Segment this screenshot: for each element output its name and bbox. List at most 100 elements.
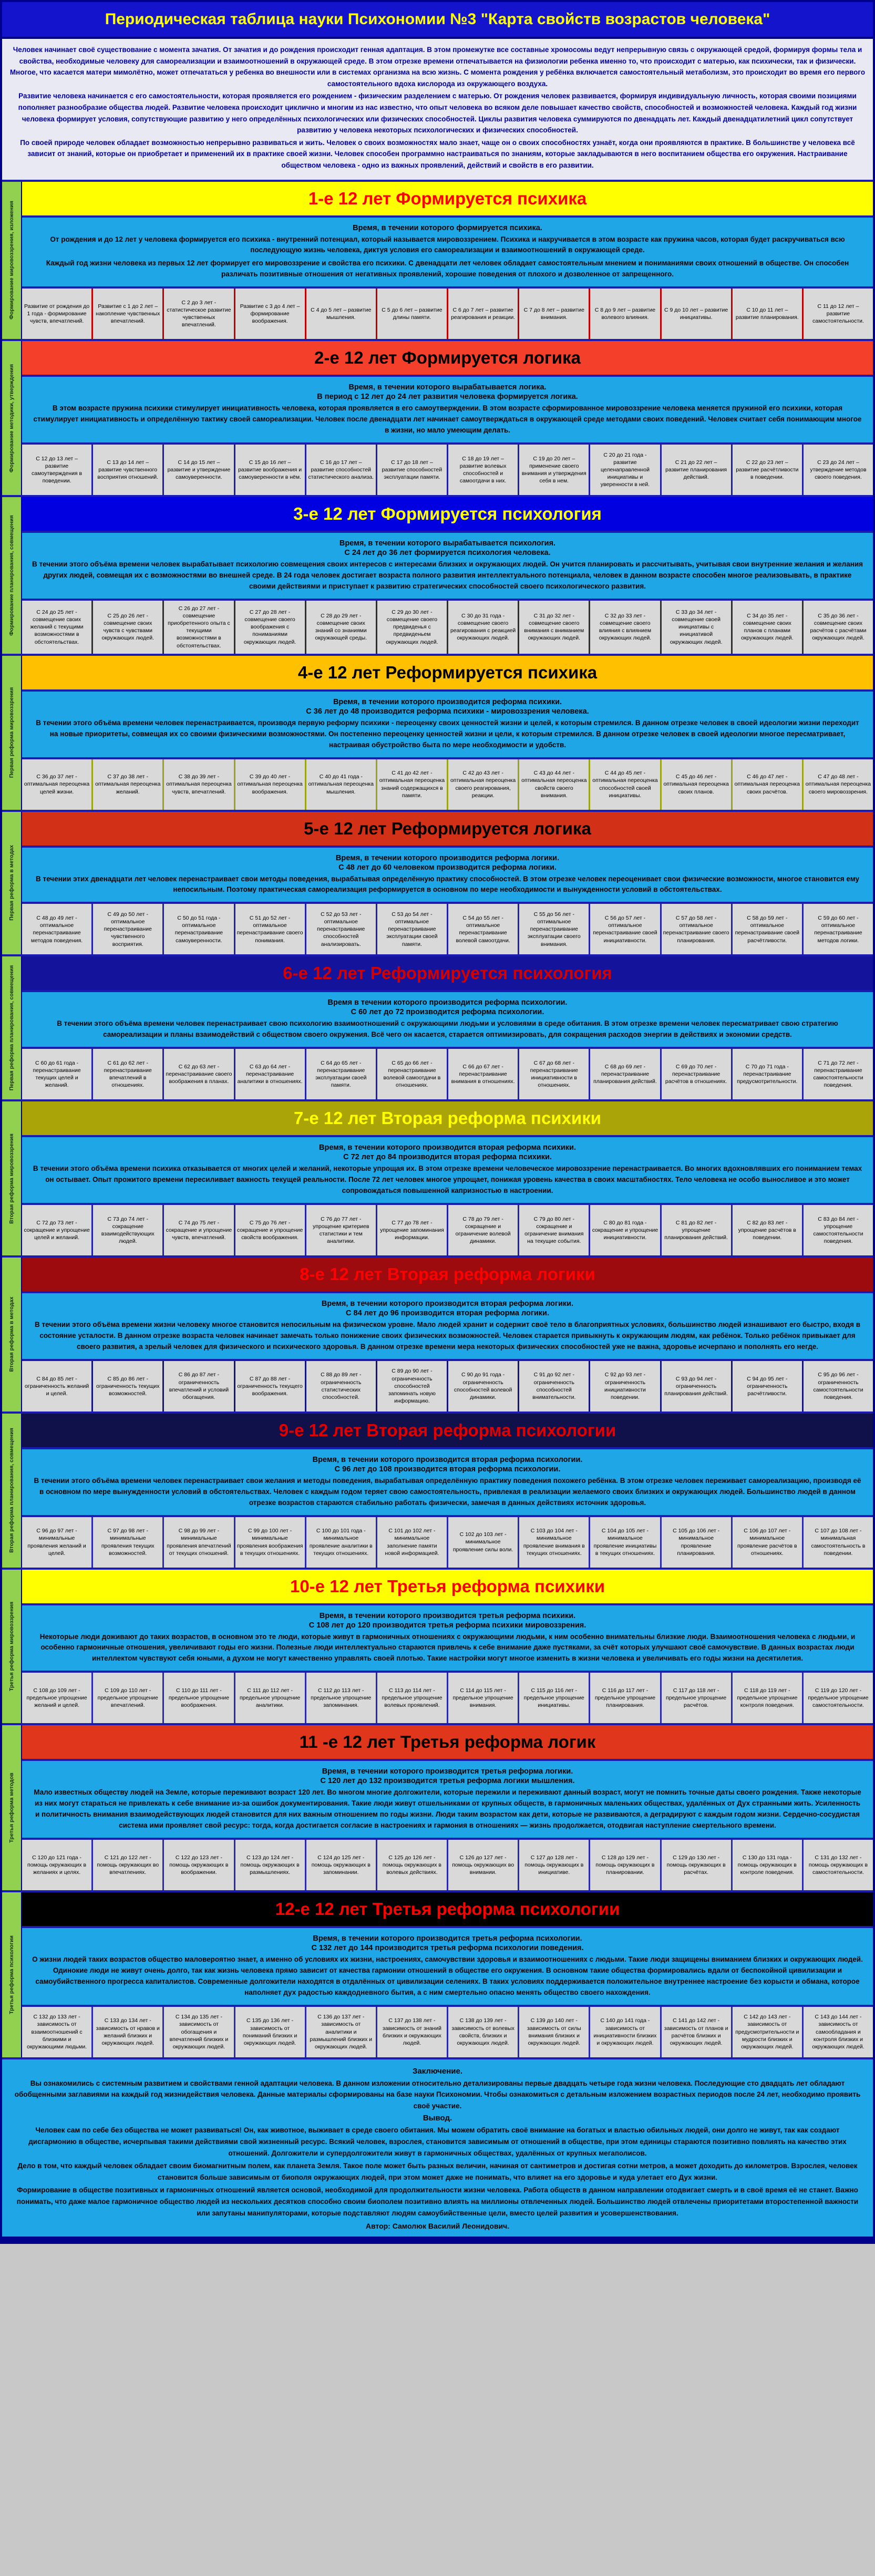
year-cell: С 74 до 75 лет - сокращение и упрощение … [162,1205,234,1255]
section-bold-line: С 108 лет до 120 производится третья реф… [308,1621,586,1630]
section-bold-line: С 96 лет до 108 производится вторая рефо… [334,1465,561,1474]
year-cell: С 104 до 105 лет - минимальное проявлени… [589,1517,660,1568]
conclusion-paragraph: Дело в том, что каждый человек обладает … [17,2162,858,2181]
section-title-band: 7-е 12 лет Вторая реформа психики [22,1101,873,1138]
year-cell: С 115 до 116 лет - предельное упрощение … [518,1673,589,1724]
section-body: Время, в течении которого производится р… [22,691,873,757]
year-cell: С 93 до 94 лет - ограниченность планиров… [660,1361,731,1411]
section-main: 2-е 12 лет Формируется логика Время, в т… [22,341,873,495]
year-cell: С 133 до 134 лет - зависимость от нравов… [91,2006,163,2057]
year-cell: С 125 до 126 лет - помощь окружающих в в… [375,1839,447,1890]
section-bold-line: С 132 лет до 144 производится третья реф… [311,1943,584,1952]
year-cell: С 13 до 14 лет – развитие чувственного в… [91,444,163,495]
age-period-section: Вторая реформа планирования, совмещения … [2,1411,873,1568]
year-cell: С 94 до 95 лет - ограниченность расчётли… [730,1361,802,1411]
year-cell: С 34 до 35 лет - совмещение своих планов… [730,600,802,654]
year-cell: С 123 до 124 лет - помощь окружающих в р… [233,1839,305,1890]
year-cell: С 46 до 47 лет - оптимальная переоценка … [730,759,802,810]
section-main: 7-е 12 лет Вторая реформа психики Время,… [22,1101,873,1255]
age-period-section: Первая реформа в методах 5-е 12 лет Рефо… [2,809,873,955]
year-cell: С 55 до 56 лет - оптимальное перенастраи… [518,904,589,955]
age-period-section: Вторая реформа в методах 8-е 12 лет Втор… [2,1255,873,1411]
age-period-section: Вторая реформа мировоззрения 7-е 12 лет … [2,1099,873,1255]
year-cell: С 107 до 108 лет - минимальная самостоят… [801,1517,873,1568]
section-main: 11 -е 12 лет Третья реформа логик Время,… [22,1725,873,1890]
year-cells-row: С 12 до 13 лет – развитие самоутверждени… [22,442,873,495]
intro-paragraph: Развитие человека начинается с его самос… [18,92,857,135]
year-cell: С 132 до 133 лет - зависимость от взаимо… [22,2006,92,2057]
year-cell: С 65 до 66 лет - перенастраивание волево… [375,1049,447,1100]
year-cell: С 111 до 112 лет - предельное упрощение … [233,1673,305,1724]
year-cells-row: Развитие от рождения до 1 года - формиро… [22,286,873,339]
section-body: Время, в течении которого вырабатывается… [22,377,873,442]
year-cell: С 39 до 40 лет - оптимальная переоценка … [233,759,305,810]
section-bold-line: Время, в течении которого производится р… [335,853,560,862]
section-bold-line: С 60 лет до 72 производится реформа псих… [351,1008,544,1017]
side-label-strip: Третья реформа мировоззрения [2,1569,22,1724]
side-label-strip: Вторая реформа мировоззрения [2,1101,22,1255]
year-cell: С 59 до 60 лет - оптимальное перенастраи… [801,904,873,955]
year-cells-row: С 48 до 49 лет - оптимальное перенастраи… [22,902,873,955]
year-cell: Развитие с 3 до 4 лет – формирование воо… [233,288,305,339]
side-label: Формирование методики, утверждения [8,364,15,472]
year-cell: С 20 до 21 года - развитие целенаправлен… [589,444,660,495]
year-cell: С 139 до 140 лет - зависимость от силы в… [518,2006,589,2057]
section-body: Время, в течении которого производится т… [22,1928,873,2005]
year-cell: С 50 до 51 года - оптимальное перенастра… [162,904,234,955]
year-cell: С 60 до 61 года - перенастраивание текущ… [22,1049,92,1100]
section-body: Время, в течении которого производится в… [22,1449,873,1515]
year-cell: С 112 до 113 лет - предельное упрощение … [304,1673,376,1724]
section-title: 3-е 12 лет Формируется психология [293,503,602,523]
year-cell: С 29 до 30 лет - совмещение своего предв… [375,600,447,654]
year-cell: С 24 до 25 лет - совмещение своих желани… [22,600,92,654]
side-label: Вторая реформа в методах [8,1296,15,1372]
year-cell: С 118 до 119 лет - предельное упрощение … [730,1673,802,1724]
year-cell: С 119 до 120 лет - предельное упрощение … [801,1673,873,1724]
year-cell: С 44 до 45 лет - оптимальная переоценка … [589,759,660,810]
section-title: 6-е 12 лет Реформируется психология [283,963,612,983]
year-cell: С 16 до 17 лет – развитие способностей с… [304,444,376,495]
side-label: Формирование планирования, совмещения [8,515,15,636]
psychonomy-table-page: Периодическая таблица науки Психономии №… [0,0,875,2244]
year-cell: С 103 до 104 лет - минимальное проявлени… [518,1517,589,1568]
section-paragraph: В течении этого объёма времени жизни чел… [34,1321,861,1351]
year-cell: С 114 до 115 лет - предельное упрощение … [447,1673,518,1724]
section-paragraph: От рождения и до 12 лет у человека форми… [50,235,845,254]
year-cell: С 101 до 102 лет - минимальное заполнени… [375,1517,447,1568]
year-cell: Развитие с 1 до 2 лет – накопление чувст… [91,288,163,339]
year-cell: С 126 до 127 лет - помощь окружающих во … [447,1839,518,1890]
section-bold-line: С 48 лет до 60 человеком производится ре… [338,863,557,872]
year-cell: С 84 до 85 лет - ограниченность желаний … [22,1361,92,1411]
author-line: Автор: Самолюк Василий Леонидович. [365,2222,510,2231]
year-cell: С 6 до 7 лет – развитие реагирования и р… [447,288,518,339]
section-title: 2-е 12 лет Формируется логика [314,348,581,368]
year-cell: С 135 до 136 лет - зависимость от понима… [233,2006,305,2057]
conclusion-subheading: Вывод. [423,2114,452,2123]
year-cell: С 54 до 55 лет - оптимальное перенастраи… [447,904,518,955]
section-bold-line: Время, в течении которого производится т… [313,1934,582,1943]
year-cell: С 121 до 122 лет - помощь окружающих во … [91,1839,163,1890]
year-cell: С 113 до 114 лет - предельное упрощение … [375,1673,447,1724]
year-cell: С 57 до 58 лет - оптимальное перенастраи… [660,904,731,955]
year-cell: С 141 до 142 лет - зависимость от планов… [660,2006,731,2057]
section-bold-line: С 120 лет до 132 производится третья реф… [320,1777,575,1786]
year-cell: С 88 до 89 лет - ограниченность статисти… [304,1361,376,1411]
section-main: 9-е 12 лет Вторая реформа психологии Вре… [22,1413,873,1568]
year-cell: С 18 до 19 лет – развитие волевых способ… [447,444,518,495]
year-cell: С 30 до 31 года - совмещение своего реаг… [447,600,518,654]
year-cell: С 43 до 44 лет - оптимальная переоценка … [518,759,589,810]
year-cell: С 22 до 23 лет – развитие расчётливости … [730,444,802,495]
year-cell: С 79 до 80 лет - сокращение и ограничени… [518,1205,589,1255]
age-period-section: Первая реформа планирования, совмещения … [2,954,873,1100]
intro-paragraph: Человек начинает своё существование с мо… [9,46,866,88]
year-cell: С 120 до 121 года - помощь окружающих в … [22,1839,92,1890]
section-body: Время, в течении которого производится т… [22,1605,873,1671]
age-period-section: Третья реформа психологии 12-е 12 лет Тр… [2,1890,873,2057]
section-main: 6-е 12 лет Реформируется психология Врем… [22,956,873,1100]
year-cell: С 142 до 143 лет - зависимость от предус… [730,2006,802,2057]
year-cell: С 56 до 57 лет - оптимальное перенастраи… [589,904,660,955]
year-cell: С 140 до 141 года - зависимость от иници… [589,2006,660,2057]
year-cell: С 11 до 12 лет – развитие самостоятельно… [801,288,873,339]
side-label: Третья реформа мировоззрения [8,1601,15,1692]
year-cell: С 138 до 139 лет - зависимость от волевы… [447,2006,518,2057]
